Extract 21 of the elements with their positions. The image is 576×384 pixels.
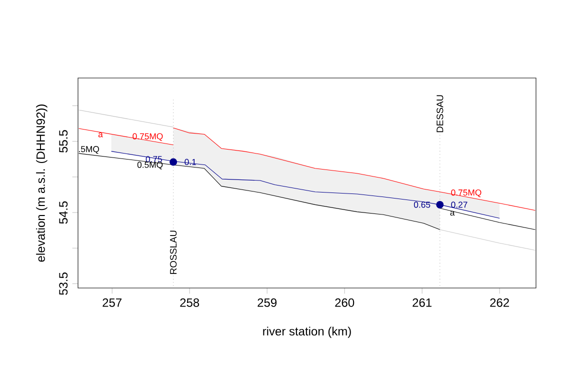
x-tick-label: 261 bbox=[412, 298, 432, 307]
y-tick-label: 54.5 bbox=[59, 201, 68, 224]
annotation: 0.27 bbox=[451, 202, 468, 208]
ref-line-label: ROSSLAU bbox=[170, 230, 177, 274]
x-tick-label: 258 bbox=[180, 298, 200, 307]
annotation: .5MQ bbox=[79, 146, 100, 154]
annotation: 0.5MQ bbox=[137, 162, 163, 170]
x-tick-label: 257 bbox=[102, 298, 122, 307]
y-tick-label: 53.5 bbox=[59, 272, 68, 295]
annotation: 0.75MQ bbox=[451, 189, 482, 198]
x-tick-label: 262 bbox=[490, 298, 509, 307]
x-tick-label: 259 bbox=[258, 298, 277, 307]
y-axis-title: elevation (m a.s.l. (DHHN92)) bbox=[36, 104, 48, 262]
annotation: a bbox=[450, 210, 455, 216]
x-axis-title: river station (km) bbox=[263, 326, 351, 338]
x-tick-label: 260 bbox=[335, 298, 354, 307]
ref-line-label: DESSAU bbox=[436, 95, 444, 132]
annotation: a bbox=[98, 132, 103, 138]
annotation: 0.65 bbox=[414, 202, 430, 208]
y-tick-label: 55.5 bbox=[59, 130, 68, 153]
annotation: 0.75MQ bbox=[132, 133, 163, 141]
